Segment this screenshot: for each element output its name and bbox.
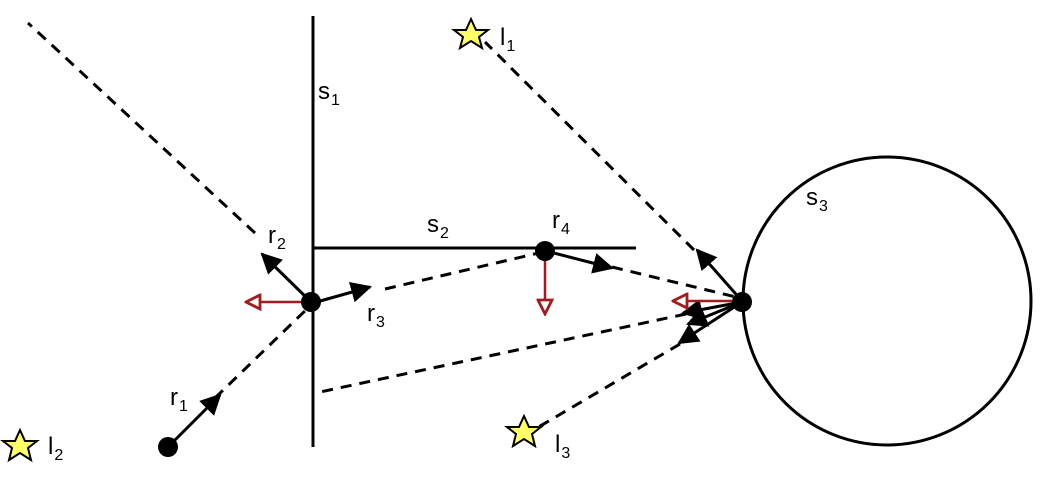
dashed-shadow-ray-to-l1 xyxy=(483,40,696,252)
light-l2-star-icon xyxy=(0,427,40,463)
label-r4: r4 xyxy=(552,207,570,238)
dashed-shadow-ray-to-l2 xyxy=(26,21,257,235)
dashed-ray-r3-to-r4 xyxy=(384,250,544,291)
ray-r1-arrow xyxy=(166,393,222,449)
label-r3: r3 xyxy=(367,300,385,331)
label-l3: l3 xyxy=(555,431,571,462)
ray-origin-point xyxy=(158,437,178,457)
hit-point-s1 xyxy=(301,292,321,312)
light-l3-star-icon xyxy=(504,413,544,449)
ray-r2-arrow xyxy=(260,252,313,304)
label-s3: s3 xyxy=(806,184,828,215)
label-s1: s1 xyxy=(318,78,340,109)
hit-point-s3 xyxy=(732,292,752,312)
label-l1: l1 xyxy=(500,24,516,55)
label-s2: s2 xyxy=(427,211,449,242)
label-l2: l2 xyxy=(48,433,64,464)
ray-r4-arrow xyxy=(545,249,615,274)
surface-s3 xyxy=(741,155,1033,447)
ray-r3-arrow xyxy=(312,281,373,305)
ray-s3-to-l1-arrow xyxy=(695,248,744,302)
ray-s3-to-l3-arrow xyxy=(677,300,743,345)
dashed-ray-r1-to-hit xyxy=(213,304,312,400)
dashed-shadow-ray-to-l3 xyxy=(529,342,681,434)
label-r2: r2 xyxy=(268,222,286,253)
dashed-ray-s3-to-s1 xyxy=(319,312,687,394)
label-r1: r1 xyxy=(170,384,188,415)
light-l1-star-icon xyxy=(451,16,491,51)
dashed-ray-r4-to-s3 xyxy=(611,265,741,300)
hit-point-s2 xyxy=(535,241,555,261)
